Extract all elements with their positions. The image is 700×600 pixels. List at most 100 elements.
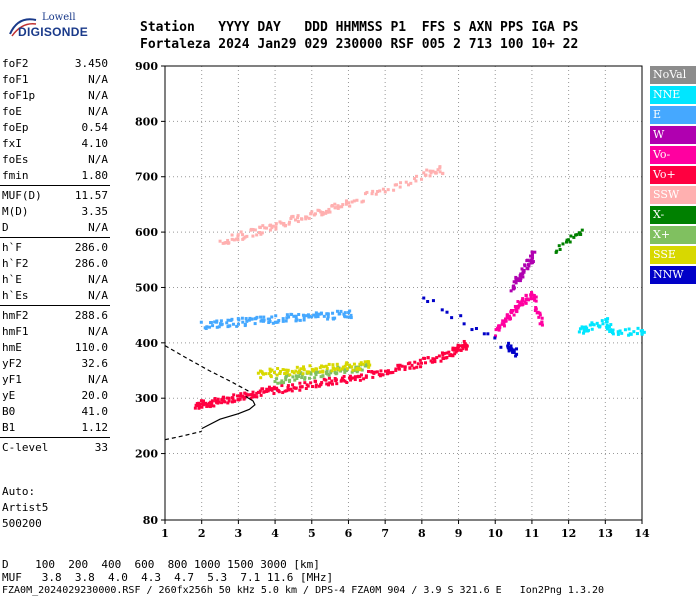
echo-point: [512, 313, 516, 317]
echo-point: [309, 212, 313, 216]
echo-point: [494, 334, 498, 338]
echo-point: [230, 400, 234, 404]
echo-point: [209, 320, 213, 324]
echo-point: [375, 370, 379, 374]
echo-point: [300, 376, 304, 380]
echo-point: [301, 365, 305, 369]
echo-point: [347, 201, 351, 205]
echo-point: [251, 228, 255, 232]
echo-point: [609, 323, 613, 327]
echo-point: [504, 319, 508, 323]
param-value: N/A: [88, 325, 108, 338]
echo-point: [422, 296, 426, 300]
echo-point: [294, 386, 298, 390]
echo-point: [342, 314, 346, 318]
echo-point: [371, 189, 375, 193]
echo-point: [230, 396, 234, 400]
x-tick-label: 3: [235, 527, 243, 540]
echo-point: [264, 226, 268, 230]
echo-point: [342, 312, 346, 316]
echo-point: [350, 365, 354, 369]
echo-point: [274, 314, 278, 318]
logo-line1: Lowell: [42, 12, 76, 23]
echo-point: [512, 284, 516, 288]
echo-point: [391, 370, 395, 374]
auto-artist: Artist5: [2, 501, 49, 514]
echo-point: [378, 374, 382, 378]
y-tick-label: 700: [135, 171, 158, 184]
echo-point: [367, 360, 371, 364]
legend-item: X+: [650, 226, 696, 244]
echo-point: [345, 362, 349, 366]
echo-point: [325, 382, 329, 386]
echo-point: [225, 396, 229, 400]
echo-point: [267, 372, 271, 376]
echo-point: [618, 329, 622, 333]
param-row: h`F2 286.0: [0, 256, 112, 272]
echo-point: [255, 391, 259, 395]
echo-point: [307, 376, 311, 380]
echo-point: [433, 357, 437, 361]
echo-point: [270, 388, 274, 392]
echo-point: [337, 366, 341, 370]
param-key: yF2: [2, 357, 22, 370]
echo-point: [371, 375, 375, 379]
echo-point: [251, 390, 255, 394]
echo-point: [326, 210, 330, 214]
echo-point: [245, 394, 249, 398]
echo-point: [512, 280, 516, 284]
echo-point: [219, 319, 223, 323]
echo-point: [515, 310, 519, 314]
echo-point: [462, 339, 466, 343]
echo-point: [442, 351, 446, 355]
echo-point: [383, 369, 387, 373]
echo-point: [258, 389, 262, 393]
digisonde-logo: Lowell DIGISONDE: [6, 10, 88, 40]
echo-point: [261, 387, 265, 391]
echo-point: [434, 171, 438, 175]
echo-point: [227, 399, 231, 403]
echo-point: [292, 386, 296, 390]
echo-point: [606, 317, 610, 321]
echo-point: [305, 215, 309, 219]
echo-point: [253, 322, 257, 326]
echo-point: [286, 386, 290, 390]
echo-point: [260, 318, 264, 322]
echo-point: [333, 371, 337, 375]
echo-point: [353, 378, 357, 382]
echo-point: [349, 376, 353, 380]
echo-point: [293, 218, 297, 222]
echo-point: [298, 388, 302, 392]
echo-point: [226, 318, 230, 322]
echo-point: [276, 367, 280, 371]
param-value: 286.0: [74, 241, 108, 254]
profile-curve: [201, 395, 256, 430]
echo-point: [314, 371, 318, 375]
echo-point: [461, 347, 465, 351]
echo-point: [255, 233, 259, 237]
echo-point: [554, 250, 558, 254]
echo-point: [230, 233, 234, 237]
echo-point: [438, 170, 442, 174]
echo-point: [515, 347, 519, 351]
echo-point: [515, 352, 519, 356]
param-key: foF2: [2, 57, 29, 70]
echo-point: [296, 371, 300, 375]
echo-point: [504, 317, 508, 321]
echo-point: [363, 360, 367, 364]
param-key: yE: [2, 389, 16, 402]
echo-point: [392, 188, 396, 192]
echo-point: [521, 297, 525, 301]
echo-point: [274, 227, 278, 231]
legend-item: Vo-: [650, 146, 696, 164]
y-tick-label: 500: [135, 281, 158, 294]
echo-point: [540, 320, 544, 324]
echo-point: [324, 364, 328, 368]
param-key: h`F: [2, 241, 22, 254]
echo-point: [412, 366, 416, 370]
echo-point: [566, 238, 570, 242]
echo-point: [627, 327, 631, 331]
echo-point: [232, 238, 236, 242]
echo-point: [530, 253, 534, 257]
echo-point: [282, 222, 286, 226]
